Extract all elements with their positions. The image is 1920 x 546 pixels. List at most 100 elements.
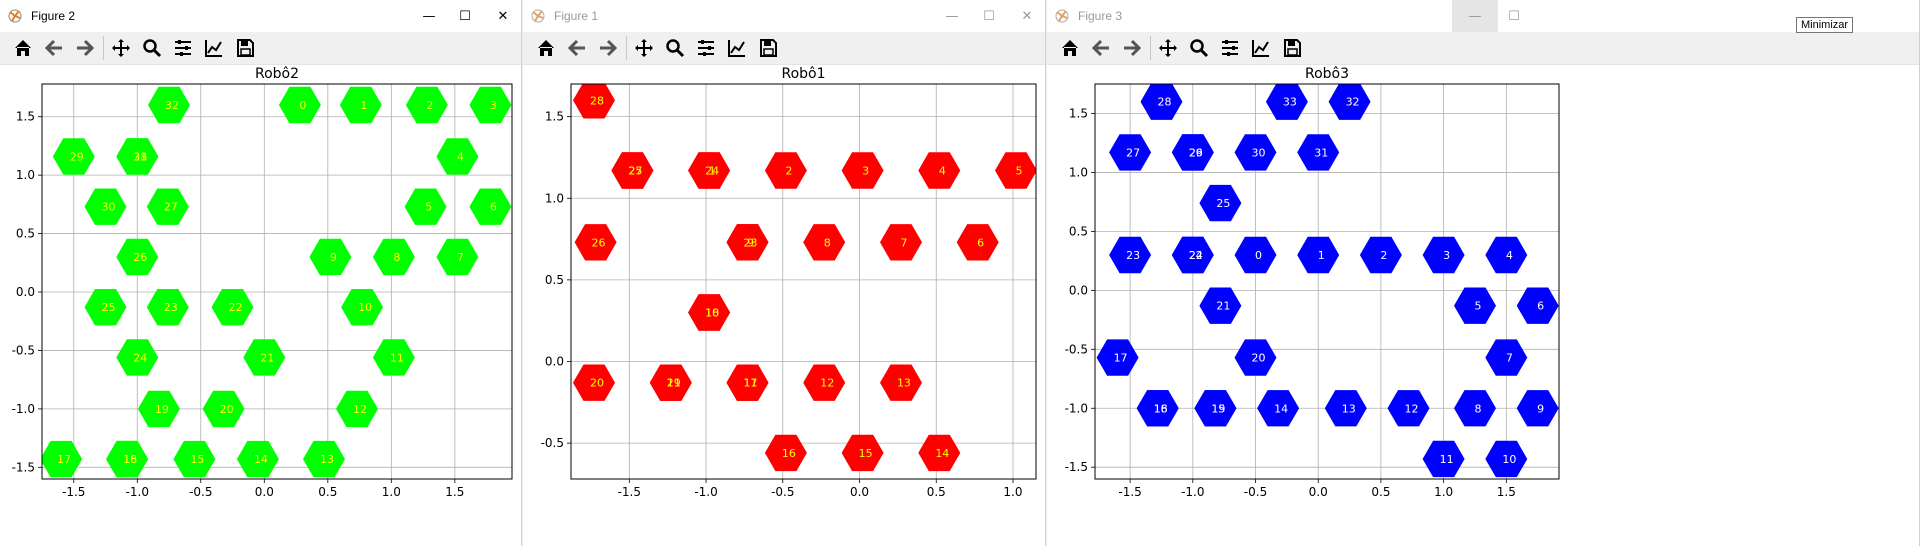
point-label: 10: [705, 307, 719, 320]
hexagon-marker: [956, 224, 999, 261]
save-figure-icon[interactable]: [755, 35, 781, 61]
pan-move-icon[interactable]: [108, 35, 134, 61]
x-tick-label: 0.0: [850, 485, 869, 499]
back-arrow-icon[interactable]: [1088, 35, 1114, 61]
hexagon-marker: [803, 224, 846, 261]
configure-subplots-icon[interactable]: [693, 35, 719, 61]
point-label: 20: [590, 377, 604, 390]
point-label: 30: [1252, 146, 1266, 159]
minimize-button[interactable]: —: [1452, 0, 1498, 32]
x-tick-label: 1.0: [382, 485, 401, 499]
y-tick-label: 0.0: [1069, 283, 1088, 297]
point-label: 29: [1189, 146, 1203, 159]
point-label: 17: [1114, 352, 1128, 365]
title-bar[interactable]: Figure 2 — ☐ ✕: [0, 0, 521, 32]
point-label: 26: [133, 251, 147, 264]
figure-canvas[interactable]: Robô1 -1.5 -1.0 -0.5 0.0 0.5 1.0 -0.5 0.0 0.5 1.0 1…: [523, 65, 1046, 546]
window-title: Figure 1: [554, 9, 599, 23]
window-title: Figure 3: [1078, 9, 1123, 23]
y-tick-label: -1.0: [12, 402, 35, 416]
toolbar-separator: [1150, 36, 1151, 60]
hexagon-marker: [84, 188, 127, 225]
forward-arrow-icon[interactable]: [72, 35, 98, 61]
save-figure-icon[interactable]: [1279, 35, 1305, 61]
hexagon-marker: [469, 86, 512, 124]
maximize-button[interactable]: ☐: [983, 8, 995, 24]
zoom-magnifier-icon[interactable]: [139, 35, 165, 61]
back-arrow-icon[interactable]: [564, 35, 590, 61]
hexagon-marker: [372, 238, 415, 276]
point-label: 3: [862, 165, 869, 178]
hexagon-marker: [1234, 339, 1277, 376]
save-figure-icon[interactable]: [232, 35, 258, 61]
pan-move-icon[interactable]: [1155, 35, 1181, 61]
configure-subplots-icon[interactable]: [1217, 35, 1243, 61]
point-label: 7: [457, 251, 464, 264]
hexagon-marker: [1109, 236, 1152, 274]
configure-subplots-icon[interactable]: [170, 35, 196, 61]
point-label: 11: [390, 351, 404, 364]
zoom-magnifier-icon[interactable]: [1186, 35, 1212, 61]
point-label: 4: [457, 150, 464, 163]
point-label: 21: [260, 351, 274, 364]
toolbar-separator: [103, 36, 104, 60]
back-arrow-icon[interactable]: [41, 35, 67, 61]
point-label: 1: [360, 99, 367, 112]
point-label: 32: [1346, 96, 1360, 109]
matplotlib-app-icon: [8, 9, 22, 23]
home-icon[interactable]: [10, 35, 36, 61]
figure-canvas[interactable]: Robô3 -1.5 -1.0 -0.5 0.0 0.5 1.0 1.5 -1.5 -1.0 -0.…: [1047, 65, 1920, 546]
edit-axes-icon[interactable]: [724, 35, 750, 61]
point-label: 10: [358, 301, 372, 314]
point-label: 2: [1380, 249, 1387, 262]
point-label: 23: [1126, 249, 1140, 262]
hexagon-marker: [137, 390, 180, 428]
hexagon-marker: [1234, 236, 1277, 274]
figure-canvas[interactable]: Robô2 -1.5 -1.0 -0.5 0.0 0.5 1.0 1.5 -1.5 -1.0 -0.…: [0, 65, 522, 546]
hexagon-marker: [146, 188, 189, 225]
zoom-magnifier-icon[interactable]: [662, 35, 688, 61]
pan-move-icon[interactable]: [631, 35, 657, 61]
minimize-button[interactable]: —: [422, 8, 436, 24]
edit-axes-icon[interactable]: [201, 35, 227, 61]
point-label: 22: [229, 301, 243, 314]
x-tick-label: -1.0: [694, 485, 717, 499]
point-label: 6: [490, 201, 497, 214]
home-icon[interactable]: [533, 35, 559, 61]
point-label: 1: [1318, 249, 1325, 262]
point-label: 19: [667, 377, 681, 390]
hexagon-marker: [1422, 236, 1465, 274]
point-label: 9: [747, 236, 754, 249]
x-tick-label: -0.5: [1244, 485, 1267, 499]
maximize-button[interactable]: ☐: [1508, 8, 1520, 24]
x-tick-label: -0.5: [189, 485, 212, 499]
close-button[interactable]: ✕: [497, 8, 509, 24]
point-label: 0: [299, 99, 306, 112]
plot-frame: [570, 83, 1037, 480]
point-label: 32: [165, 99, 179, 112]
x-tick-label: 1.5: [445, 485, 464, 499]
forward-arrow-icon[interactable]: [1119, 35, 1145, 61]
hexagon-marker: [764, 434, 807, 472]
title-bar[interactable]: Figure 1 — ☐ ✕: [523, 0, 1045, 32]
point-label: 4: [939, 165, 946, 178]
point-label: 15: [1211, 402, 1225, 415]
forward-arrow-icon[interactable]: [595, 35, 621, 61]
maximize-button[interactable]: ☐: [459, 8, 471, 24]
hexagon-marker: [436, 138, 479, 175]
chart-title: Robô3: [1305, 66, 1349, 82]
hexagon-marker: [278, 86, 321, 124]
hexagon-marker: [1297, 134, 1340, 171]
minimize-button[interactable]: —: [945, 8, 959, 24]
chart-title: Robô2: [255, 66, 299, 82]
home-icon[interactable]: [1057, 35, 1083, 61]
close-button[interactable]: ✕: [1021, 8, 1033, 24]
title-bar[interactable]: Figure 3 — ☐: [1047, 0, 1919, 32]
point-label: 9: [1537, 402, 1544, 415]
hexagon-marker: [1136, 390, 1179, 427]
y-tick-label: -0.5: [541, 436, 564, 450]
x-tick-label: 0.5: [1371, 485, 1390, 499]
edit-axes-icon[interactable]: [1248, 35, 1274, 61]
point-label: 18: [123, 453, 137, 466]
point-label: 19: [155, 403, 169, 416]
